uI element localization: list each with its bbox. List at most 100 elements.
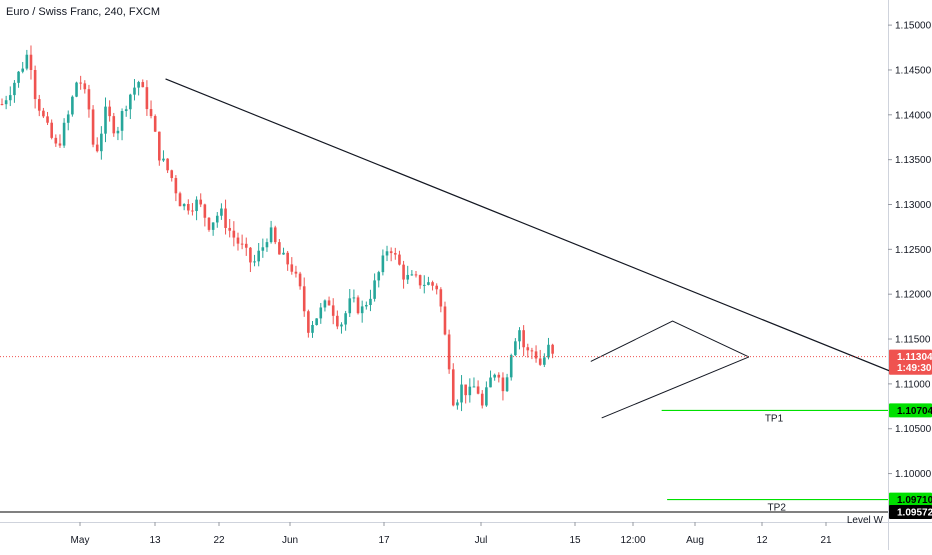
candle-body[interactable] <box>410 274 414 276</box>
candle-body[interactable] <box>480 393 484 406</box>
candle-body[interactable] <box>133 87 136 95</box>
candle-body[interactable] <box>389 251 393 254</box>
candle-body[interactable] <box>215 215 219 223</box>
candle-body[interactable] <box>91 109 95 145</box>
candle-body[interactable] <box>505 377 509 392</box>
candle-body[interactable] <box>153 116 157 132</box>
candle-body[interactable] <box>0 104 4 106</box>
candle-body[interactable] <box>427 282 430 285</box>
price-axis[interactable] <box>888 0 932 550</box>
candle-body[interactable] <box>522 330 525 348</box>
candle-body[interactable] <box>75 82 78 97</box>
candle-body[interactable] <box>273 227 277 243</box>
candle-body[interactable] <box>236 237 240 244</box>
candle-body[interactable] <box>211 222 215 230</box>
candle-body[interactable] <box>302 286 306 312</box>
candle-body[interactable] <box>394 253 397 255</box>
candle-body[interactable] <box>331 305 335 316</box>
trendline[interactable] <box>165 78 891 372</box>
candle-body[interactable] <box>418 275 422 286</box>
candle-body[interactable] <box>71 96 74 115</box>
candle-body[interactable] <box>269 227 273 243</box>
candle-body[interactable] <box>83 83 87 90</box>
candle-body[interactable] <box>170 170 174 179</box>
candle-body[interactable] <box>112 116 116 134</box>
candle-body[interactable] <box>17 71 20 83</box>
candle-body[interactable] <box>141 82 145 88</box>
candle-body[interactable] <box>373 280 376 299</box>
candle-body[interactable] <box>493 374 496 378</box>
candle-body[interactable] <box>46 116 49 123</box>
wedge-upper-line[interactable] <box>590 320 750 362</box>
candle-body[interactable] <box>174 178 178 194</box>
candle-body[interactable] <box>158 131 161 161</box>
candle-body[interactable] <box>25 54 29 69</box>
candle-body[interactable] <box>42 110 45 117</box>
candle-body[interactable] <box>439 289 443 307</box>
candle-body[interactable] <box>120 111 124 131</box>
candle-body[interactable] <box>182 204 186 207</box>
candle-body[interactable] <box>319 307 323 319</box>
candle-body[interactable] <box>265 242 269 248</box>
candle-body[interactable] <box>476 386 480 394</box>
candle-body[interactable] <box>290 264 294 272</box>
candle-body[interactable] <box>385 251 389 256</box>
candle-body[interactable] <box>207 217 211 230</box>
candle-body[interactable] <box>240 243 244 245</box>
candle-body[interactable] <box>257 250 260 262</box>
candle-body[interactable] <box>406 274 410 280</box>
candle-body[interactable] <box>472 386 476 388</box>
candle-body[interactable] <box>497 374 501 378</box>
candle-body[interactable] <box>199 199 203 205</box>
candle-body[interactable] <box>4 100 8 105</box>
candle-body[interactable] <box>116 130 120 134</box>
candle-body[interactable] <box>13 82 16 96</box>
candle-body[interactable] <box>261 247 265 251</box>
candle-body[interactable] <box>501 377 505 392</box>
candle-body[interactable] <box>336 315 339 327</box>
candle-body[interactable] <box>298 273 302 287</box>
candle-body[interactable] <box>149 109 153 117</box>
candle-body[interactable] <box>249 247 252 263</box>
candle-body[interactable] <box>232 230 236 238</box>
candle-body[interactable] <box>100 133 103 152</box>
candle-body[interactable] <box>344 313 347 325</box>
candle-body[interactable] <box>514 341 517 356</box>
candle-body[interactable] <box>37 99 41 111</box>
candle-body[interactable] <box>244 243 248 248</box>
candle-body[interactable] <box>365 305 368 307</box>
candle-body[interactable] <box>538 358 542 365</box>
candle-body[interactable] <box>456 402 459 406</box>
candle-body[interactable] <box>464 384 467 396</box>
candle-body[interactable] <box>485 387 488 406</box>
candle-body[interactable] <box>360 306 364 314</box>
candle-body[interactable] <box>224 208 227 228</box>
candle-body[interactable] <box>547 344 550 358</box>
candle-body[interactable] <box>468 386 472 396</box>
candle-body[interactable] <box>398 254 401 265</box>
candle-body[interactable] <box>294 271 298 274</box>
candle-body[interactable] <box>203 204 207 218</box>
candle-body[interactable] <box>435 285 438 290</box>
candle-body[interactable] <box>79 82 82 84</box>
candle-body[interactable] <box>191 210 194 212</box>
candle-body[interactable] <box>124 109 128 112</box>
candle-body[interactable] <box>178 193 182 207</box>
candle-body[interactable] <box>381 255 385 273</box>
candle-body[interactable] <box>307 311 310 333</box>
candle-body[interactable] <box>315 318 318 325</box>
candle-body[interactable] <box>286 252 289 265</box>
candle-body[interactable] <box>369 298 372 306</box>
wedge-lower-line[interactable] <box>601 356 750 419</box>
candle-body[interactable] <box>137 82 140 88</box>
candle-body[interactable] <box>21 68 24 72</box>
candle-body[interactable] <box>534 351 538 359</box>
candle-body[interactable] <box>443 306 447 335</box>
candle-body[interactable] <box>278 242 281 255</box>
candle-body[interactable] <box>551 344 554 354</box>
candle-body[interactable] <box>327 300 331 306</box>
candle-body[interactable] <box>282 252 285 255</box>
candle-body[interactable] <box>162 158 165 161</box>
candle-body[interactable] <box>54 137 58 144</box>
